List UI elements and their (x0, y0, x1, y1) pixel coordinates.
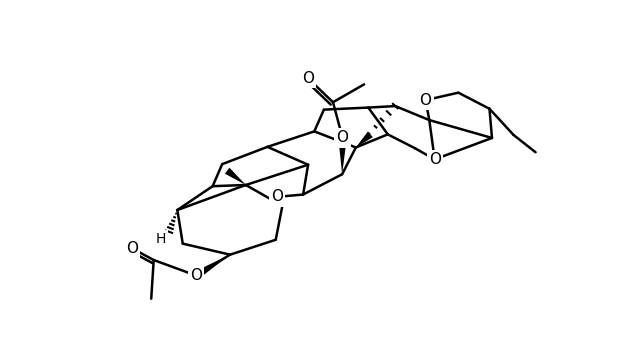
Polygon shape (339, 138, 347, 174)
Text: O: O (337, 131, 349, 145)
Text: O: O (271, 190, 283, 204)
Text: H: H (156, 232, 166, 246)
Text: O: O (302, 71, 314, 86)
Text: O: O (125, 241, 138, 256)
Polygon shape (194, 255, 230, 279)
Text: O: O (429, 152, 441, 167)
Polygon shape (356, 132, 373, 148)
Polygon shape (225, 168, 246, 185)
Text: O: O (190, 268, 202, 283)
Text: O: O (420, 92, 431, 108)
